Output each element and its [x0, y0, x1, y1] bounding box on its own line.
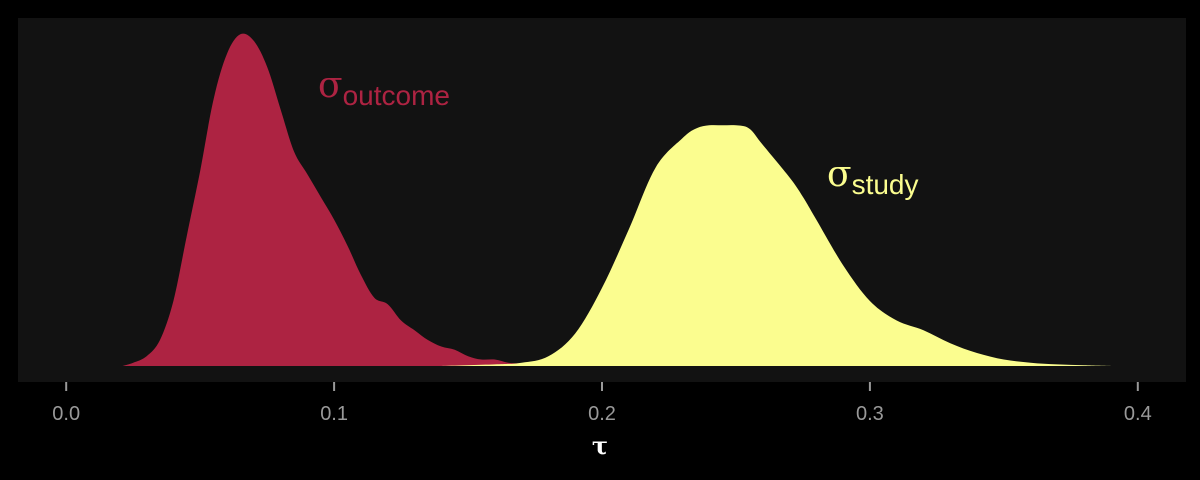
series-label-study: σstudy: [827, 154, 919, 200]
x-tick-label: 0.0: [52, 403, 80, 425]
density-area-outcome: [122, 33, 549, 366]
x-tick-label: 0.3: [856, 403, 884, 425]
series-label-study-symbol: σ: [827, 154, 852, 195]
x-tick-label: 0.2: [588, 403, 616, 425]
series-label-outcome-symbol: σ: [318, 65, 343, 106]
x-axis: 0.0 0.1 0.2 0.3 0.4: [52, 382, 1152, 425]
density-areas: [122, 33, 1111, 366]
series-label-outcome: σoutcome: [318, 65, 450, 111]
series-label-outcome-subscript: outcome: [343, 80, 450, 111]
x-axis-title: τ: [592, 431, 608, 460]
series-labels: σoutcome σstudy: [318, 65, 919, 200]
x-tick-label: 0.1: [320, 403, 348, 425]
density-area-study: [441, 125, 1111, 366]
series-label-study-subscript: study: [852, 169, 919, 200]
x-tick-label: 0.4: [1124, 403, 1152, 425]
